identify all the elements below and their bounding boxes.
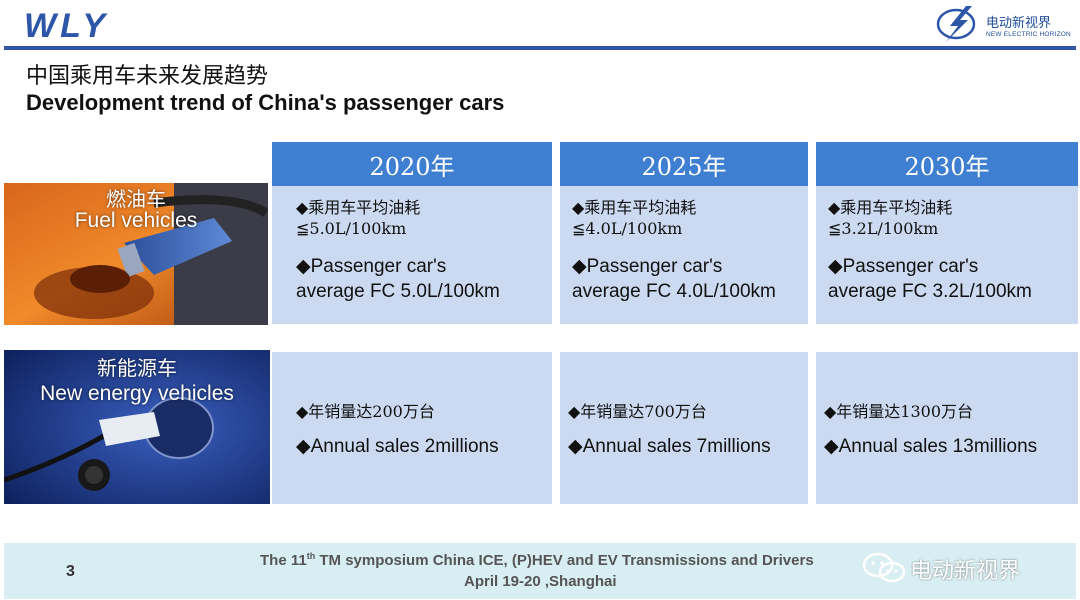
conference-title-sup: th	[306, 551, 316, 561]
ev-label-en: New energy vehicles	[40, 382, 234, 405]
conference-title: The 11th TM symposium China ICE, (P)HEV …	[260, 551, 814, 569]
brand-logo: 电动新视界 NEW ELECTRIC HORIZON	[932, 4, 1072, 44]
ev-2030-cell: ◆年销量达1300万台 ◆Annual sales 13millions	[816, 352, 1078, 504]
fuel-2025-cn-line2: ≦4.0L/100km	[572, 219, 683, 238]
page-number: 3	[66, 563, 75, 580]
wechat-icon	[862, 552, 906, 583]
fuel-2030-en-line2: average FC 3.2L/100km	[828, 281, 1032, 302]
fuel-2030-cn-line2: ≦3.2L/100km	[828, 219, 939, 238]
conference-title-post: TM symposium China ICE, (P)HEV and EV Tr…	[315, 552, 814, 569]
ev-charging-image: 新能源车 New energy vehicles	[4, 350, 270, 504]
year-header-2020: 2020年	[272, 142, 552, 186]
ev-2025-cell: ◆年销量达700万台 ◆Annual sales 7millions	[560, 352, 808, 504]
wechat-watermark: 电动新视界	[862, 551, 1062, 591]
fuel-2030-cell: ◆乘用车平均油耗 ≦3.2L/100km ◆Passenger car's av…	[816, 186, 1078, 324]
header-divider	[4, 46, 1076, 50]
fuel-vehicle-image: 燃油车 Fuel vehicles	[4, 183, 268, 325]
year-header-2025: 2025年	[560, 142, 808, 186]
year-header-2030: 2030年	[816, 142, 1078, 186]
fuel-2020-cell: ◆乘用车平均油耗 ≦5.0L/100km ◆Passenger car's av…	[272, 186, 552, 324]
ev-2020-en: ◆Annual sales 2millions	[296, 436, 499, 457]
fuel-2030-cn-line1: ◆乘用车平均油耗	[828, 198, 953, 217]
ev-2030-cn: ◆年销量达1300万台	[824, 402, 974, 421]
ev-2025-en: ◆Annual sales 7millions	[568, 436, 771, 457]
fuel-2025-en-line1: ◆Passenger car's	[572, 256, 723, 277]
ev-2020-cell: ◆年销量达200万台 ◆Annual sales 2millions	[272, 352, 552, 504]
brand-name-cn: 电动新视界	[986, 16, 1052, 31]
fuel-2025-en-line2: average FC 4.0L/100km	[572, 281, 776, 302]
wechat-account-name: 电动新视界	[910, 559, 1021, 584]
ev-2020-cn: ◆年销量达200万台	[296, 402, 435, 421]
conference-date-place: April 19-20 ,Shanghai	[464, 573, 617, 590]
fuel-2025-cn-line1: ◆乘用车平均油耗	[572, 198, 697, 217]
page-title-cn: 中国乘用车未来发展趋势	[26, 64, 269, 89]
fuel-2030-en-line1: ◆Passenger car's	[828, 256, 979, 277]
fuel-2020-en-line2: average FC 5.0L/100km	[296, 281, 500, 302]
ev-2030-en: ◆Annual sales 13millions	[824, 436, 1038, 457]
page-title-en: Development trend of China's passenger c…	[26, 90, 505, 115]
brand-name-en: NEW ELECTRIC HORIZON	[986, 31, 1071, 38]
fuel-2025-cell: ◆乘用车平均油耗 ≦4.0L/100km ◆Passenger car's av…	[560, 186, 808, 324]
wly-logo: WLY	[24, 10, 109, 40]
fuel-2020-cn-line2: ≦5.0L/100km	[296, 219, 407, 238]
fuel-vehicle-label-en: Fuel vehicles	[74, 209, 198, 232]
fuel-2020-en-line1: ◆Passenger car's	[296, 256, 447, 277]
ev-label-cn: 新能源车	[97, 356, 177, 380]
footer: 3 The 11th TM symposium China ICE, (P)HE…	[4, 543, 1076, 599]
lightning-globe-icon	[936, 6, 976, 42]
fuel-2020-cn-line1: ◆乘用车平均油耗	[296, 198, 421, 217]
wly-logo-text: WLY	[24, 10, 109, 40]
conference-title-pre: The 11	[260, 552, 307, 569]
fuel-vehicle-label-cn: 燃油车	[106, 187, 166, 211]
ev-2025-cn: ◆年销量达700万台	[568, 402, 707, 421]
